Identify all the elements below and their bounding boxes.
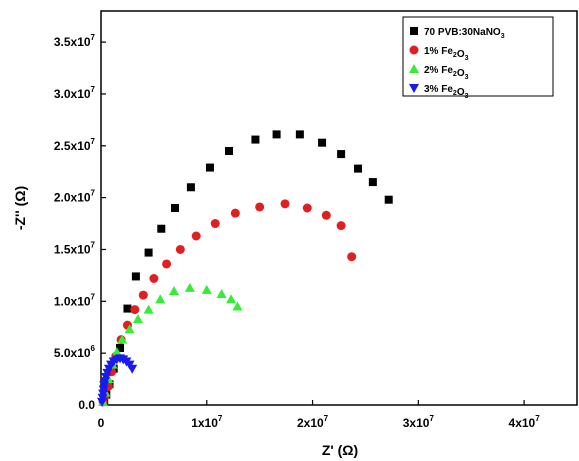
y-tick-label: 0.0 — [78, 398, 95, 412]
legend-marker-1 — [410, 27, 418, 35]
data-point — [210, 219, 220, 229]
data-point — [97, 393, 108, 403]
data-point — [318, 138, 327, 147]
data-point — [157, 224, 166, 233]
y-axis-label: -Z'' (Ω) — [12, 186, 28, 230]
legend-label-3: 2% Fe2O3 — [424, 65, 469, 81]
series-1 — [100, 130, 393, 405]
data-point — [168, 285, 179, 295]
legend: 70 PVB:30NaNO3 1% Fe2O3 2% Fe2O3 3% Fe2O3 — [409, 27, 505, 100]
series-layer — [97, 130, 393, 407]
data-point — [175, 244, 185, 254]
data-point — [186, 183, 195, 192]
data-point — [191, 231, 201, 241]
data-point — [216, 289, 227, 299]
y-tick-label: 2.5x107 — [54, 137, 96, 153]
data-point — [201, 284, 212, 294]
y-tick-label: 2.0x107 — [54, 189, 96, 205]
data-point — [143, 304, 154, 314]
x-tick-label: 0 — [98, 416, 105, 430]
data-point — [321, 210, 331, 220]
y-axis-ticks: 0.0 5.0x106 1.0x107 1.5x107 2.0x107 2.5x107 3.… — [54, 33, 106, 412]
x-axis-ticks: 0 1x107 2x107 3x107 4x107 — [98, 400, 541, 430]
series-4 — [97, 354, 138, 407]
data-point — [99, 381, 110, 391]
data-point — [131, 272, 140, 281]
data-point — [347, 252, 357, 262]
legend-marker-3 — [409, 64, 419, 73]
y-tick-label: 5.0x106 — [54, 344, 96, 360]
x-tick-label: 4x107 — [509, 414, 541, 430]
data-point — [295, 130, 304, 139]
data-point — [98, 385, 109, 395]
data-point — [255, 202, 265, 212]
x-tick-label: 1x107 — [191, 414, 223, 430]
data-point — [124, 324, 135, 334]
data-point — [251, 135, 260, 144]
data-point — [130, 305, 140, 315]
data-point — [127, 364, 138, 374]
data-point — [97, 397, 108, 407]
legend-label-4: 3% Fe2O3 — [424, 84, 469, 100]
y-tick-label: 3.5x107 — [54, 33, 96, 49]
data-point — [272, 130, 281, 139]
data-point — [354, 164, 363, 173]
data-point — [149, 274, 159, 284]
y-tick-label: 1.5x107 — [54, 240, 96, 256]
data-point — [171, 204, 180, 212]
data-point — [116, 343, 125, 352]
data-point — [117, 334, 128, 344]
data-point — [224, 146, 233, 155]
data-point — [384, 195, 393, 204]
data-point — [98, 389, 109, 399]
x-axis-label: Z' (Ω) — [322, 442, 358, 458]
data-point — [138, 290, 148, 300]
legend-label-2: 1% Fe2O3 — [424, 46, 469, 62]
legend-label-1: 70 PVB:30NaNO3 — [424, 27, 505, 40]
plot-frame — [100, 10, 578, 406]
data-point — [155, 294, 166, 304]
x-tick-label: 3x107 — [403, 414, 435, 430]
data-point — [133, 313, 144, 323]
data-point — [280, 199, 290, 209]
data-point — [226, 294, 237, 304]
legend-box — [402, 16, 554, 97]
x-tick-label: 2x107 — [297, 414, 329, 430]
data-point — [123, 304, 132, 313]
data-point — [337, 150, 346, 159]
data-point — [111, 347, 122, 357]
data-point — [184, 282, 195, 292]
data-point — [302, 203, 312, 213]
legend-marker-2 — [409, 45, 419, 55]
y-tick-label: 1.0x107 — [54, 292, 96, 308]
data-point — [144, 248, 153, 257]
data-point — [162, 259, 172, 269]
legend-marker-4 — [409, 84, 419, 93]
data-point — [368, 178, 377, 187]
data-point — [205, 163, 214, 172]
y-tick-label: 3.0x107 — [54, 85, 96, 101]
data-point — [230, 208, 240, 218]
data-point — [336, 221, 346, 231]
data-point — [232, 301, 243, 311]
